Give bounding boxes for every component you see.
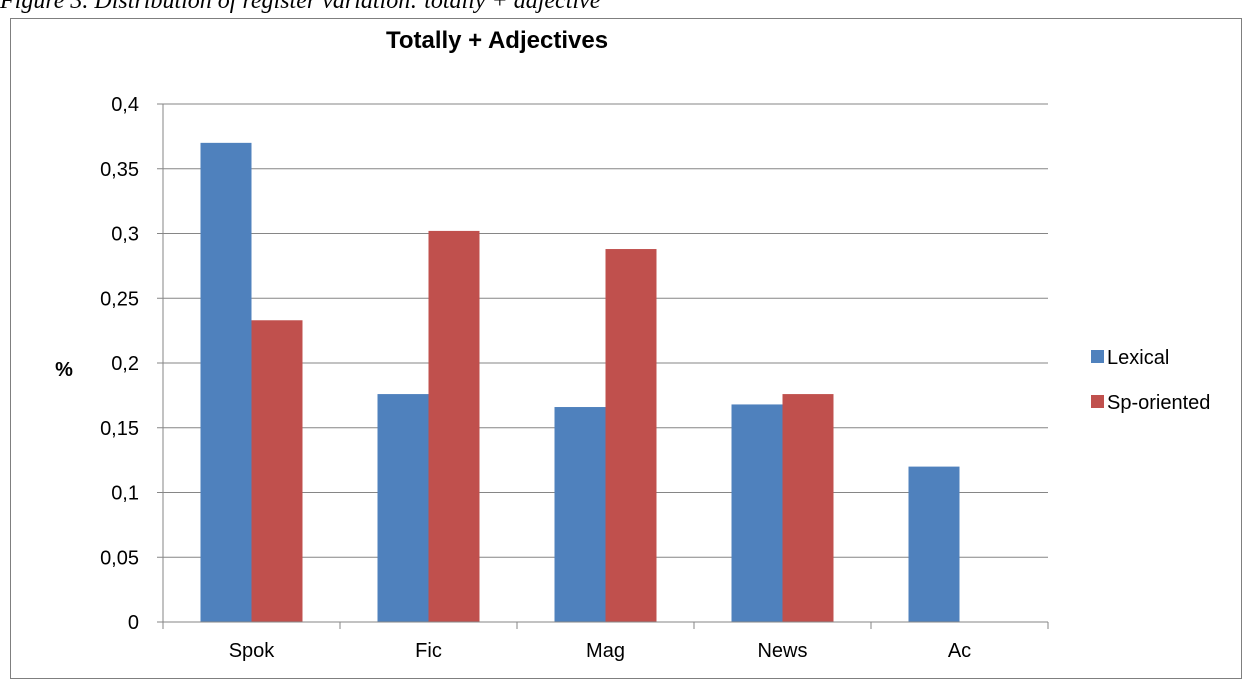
legend-label-lexical: Lexical [1107, 347, 1169, 369]
y-tick-label: 0,15 [100, 418, 139, 440]
x-tick-label: Fic [415, 640, 442, 662]
x-tick-label: Mag [586, 640, 625, 662]
x-tick-label: Spok [229, 640, 276, 662]
figure-caption: Figure 3. Distribution of register varia… [0, 0, 601, 14]
y-tick-label: 0,05 [100, 547, 139, 569]
axes [157, 103, 1049, 629]
legend-swatch-sp-oriented [1091, 395, 1104, 408]
legend: Lexical Sp-oriented [1091, 347, 1210, 414]
y-tick-label: 0,2 [111, 353, 139, 375]
y-tick-label: 0,35 [100, 159, 139, 181]
bar-lexical-mag [554, 407, 606, 622]
bar-lexical-spok [200, 142, 252, 622]
bar-lexical-fic [377, 394, 429, 622]
bar-sp-oriented-spok [251, 320, 303, 622]
bar-sp-oriented-mag [605, 249, 657, 623]
bars [200, 142, 960, 623]
y-axis-label: % [55, 359, 73, 381]
legend-swatch-lexical [1091, 350, 1104, 363]
x-tick-labels: Spok Fic Mag News Ac [229, 640, 971, 662]
y-tick-label: 0,1 [111, 483, 139, 505]
y-tick-label: 0,4 [111, 94, 139, 116]
bar-lexical-ac [908, 466, 960, 622]
x-tick-label: News [757, 640, 807, 662]
y-tick-label: 0,25 [100, 288, 139, 310]
y-tick-label: 0 [128, 612, 139, 634]
y-tick-label: 0,3 [111, 224, 139, 246]
bar-lexical-news [731, 404, 783, 622]
y-tick-labels: 0 0,05 0,1 0,15 0,2 0,25 0,3 0,35 0,4 [100, 94, 139, 634]
x-tick-label: Ac [948, 640, 971, 662]
bar-sp-oriented-news [782, 394, 834, 622]
chart-title: Totally + Adjectives [386, 27, 608, 54]
legend-label-sp-oriented: Sp-oriented [1107, 392, 1210, 414]
bar-sp-oriented-fic [428, 230, 480, 622]
